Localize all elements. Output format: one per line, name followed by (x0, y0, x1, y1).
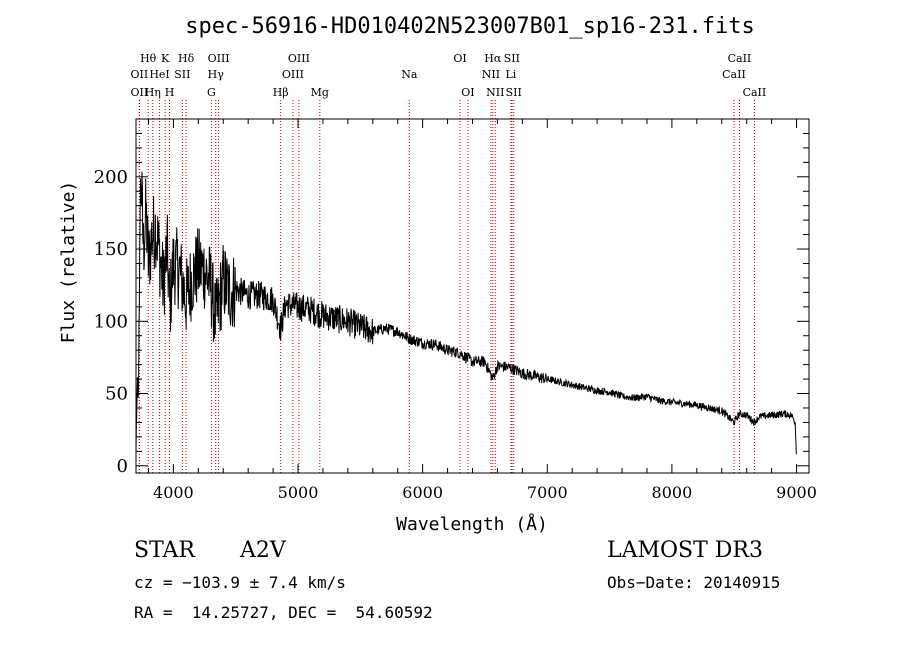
line-marker-label: OIII (208, 52, 230, 65)
line-marker-label: H (165, 86, 175, 99)
y-tick-label: 100 (94, 311, 128, 332)
x-axis-label: Wavelength (Å) (396, 513, 548, 535)
line-marker-label: NII (482, 68, 500, 81)
line-marker-label: OIII (288, 52, 310, 65)
coordinates: RA = 14.25727, DEC = 54.60592 (134, 603, 433, 622)
line-marker-label: Hγ (208, 68, 225, 81)
line-marker-label: SII (174, 68, 190, 81)
line-marker-label: CaII (722, 68, 746, 81)
line-marker-label: Hη (145, 86, 161, 99)
chart-title: spec-56916-HD010402N523007B01_sp16-231.f… (185, 14, 755, 39)
x-tick-label: 8000 (652, 483, 693, 502)
line-marker-label: OII (131, 86, 149, 99)
x-tick-label: 5000 (278, 483, 319, 502)
line-marker-label: Hβ (273, 86, 289, 99)
y-tick-label: 150 (94, 239, 128, 260)
line-marker-label: OIII (282, 68, 304, 81)
line-marker-label: OII (131, 68, 149, 81)
line-marker-label: Li (505, 68, 516, 81)
spectrum-line (135, 171, 797, 455)
y-axis: 0 50 100 150 200 (94, 132, 809, 477)
x-tick-label: 4000 (153, 483, 194, 502)
line-marker-label: Hα (484, 52, 502, 65)
line-marker-label: K (161, 52, 170, 65)
line-marker-label: Hδ (178, 52, 195, 65)
redshift-cz: cz = −103.9 ± 7.4 km/s (134, 573, 346, 592)
line-marker-label: Na (401, 68, 418, 81)
line-marker-label: CaII (728, 52, 752, 65)
object-class: STAR (134, 538, 195, 563)
line-marker-label: SII (504, 52, 520, 65)
object-subclass: A2V (240, 538, 286, 563)
spectrum-series (135, 171, 797, 455)
survey-label: LAMOST DR3 (607, 538, 763, 563)
x-tick-label: 6000 (402, 483, 443, 502)
line-marker-label: Mg (311, 86, 329, 99)
y-tick-label: 50 (105, 384, 128, 405)
line-marker-label: CaII (743, 86, 767, 99)
x-axis: 4000 5000 6000 7000 8000 9000 (147, 119, 817, 502)
y-tick-label: 200 (94, 167, 128, 188)
line-marker-label: OI (453, 52, 466, 65)
line-marker-label: SII (506, 86, 522, 99)
y-tick-label: 0 (117, 456, 128, 477)
line-marker-label: HeI (149, 68, 169, 81)
line-marker-label: G (207, 86, 216, 99)
line-marker-label: Hθ (140, 52, 157, 65)
x-tick-label: 9000 (776, 483, 817, 502)
line-marker-label: OI (461, 86, 474, 99)
y-axis-label: Flux (relative) (58, 181, 79, 344)
obs-date: Obs−Date: 20140915 (607, 573, 781, 592)
line-marker-label: NII (486, 86, 504, 99)
x-tick-label: 7000 (527, 483, 568, 502)
